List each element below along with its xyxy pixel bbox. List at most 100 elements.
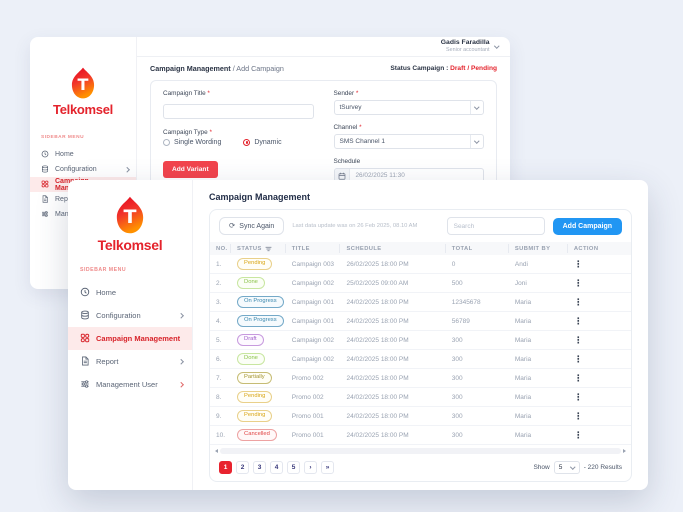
cell-schedule: 24/02/2025 18:00 PM <box>346 431 409 439</box>
last-page-button[interactable]: » <box>321 461 334 474</box>
cell-status: Done <box>231 277 286 289</box>
schedule-label: Schedule <box>333 158 361 165</box>
kebab-menu-icon[interactable]: ⋮ <box>573 354 583 364</box>
kebab-menu-icon[interactable]: ⋮ <box>573 316 583 326</box>
form-right-column: Sender * tSurvey Channel * SMS Channel 1… <box>333 90 484 183</box>
cell-total: 300 <box>451 431 463 439</box>
sidebar-item-configuration[interactable]: Configuration <box>68 304 192 327</box>
grid-icon <box>41 180 49 190</box>
scroll-right-arrow-icon[interactable] <box>623 449 626 453</box>
sidebar-item-configuration[interactable]: Configuration <box>30 162 136 177</box>
page-button-2[interactable]: 2 <box>236 461 249 474</box>
user-role: Senior accountant <box>446 47 490 54</box>
table-row: 10. Cancelled Promo 001 24/02/2025 18:00 PM… <box>210 426 631 445</box>
page-button-4[interactable]: 4 <box>270 461 283 474</box>
kebab-menu-icon[interactable]: ⋮ <box>573 430 583 440</box>
results-count: - 220 Results <box>583 464 622 471</box>
status-badge: Pending <box>237 410 273 422</box>
sync-again-label: Sync Again <box>239 222 275 230</box>
kebab-menu-icon[interactable]: ⋮ <box>573 411 583 421</box>
status-campaign-value: Draft / Pending <box>450 65 497 72</box>
table-row: 5. Draft Campaign 002 24/02/2025 18:00 PM 30… <box>210 331 631 350</box>
radio-checked-icon <box>243 139 251 146</box>
sidebar-item-home[interactable]: Home <box>30 147 136 162</box>
cell-action: ⋮ <box>568 431 631 440</box>
top-bar: Gadis Faradilla Senior accountant <box>137 37 510 57</box>
cell-schedule: 24/02/2025 18:00 PM <box>346 374 409 382</box>
scroll-left-arrow-icon[interactable] <box>215 449 218 453</box>
horizontal-scrollbar[interactable] <box>215 448 626 454</box>
page-button-5[interactable]: 5 <box>287 461 300 474</box>
page-button-1[interactable]: 1 <box>219 461 232 474</box>
kebab-menu-icon[interactable]: ⋮ <box>573 335 583 345</box>
table-row: 3. On Progress Campaign 001 24/02/2025 18:0… <box>210 293 631 312</box>
cell-action: ⋮ <box>568 393 631 402</box>
front-sidebar-nav: Home Configuration Campaign Management R… <box>68 281 192 396</box>
radio-icon <box>163 139 170 146</box>
cell-total: 300 <box>451 355 463 363</box>
kebab-menu-icon[interactable]: ⋮ <box>573 297 583 307</box>
page-size-select[interactable]: 5 <box>553 461 580 474</box>
kebab-menu-icon[interactable]: ⋮ <box>573 392 583 402</box>
report-icon <box>41 194 49 205</box>
sidebar-item-home[interactable]: Home <box>68 281 192 304</box>
add-variant-button[interactable]: Add Variant <box>163 161 218 178</box>
sidebar-item-report[interactable]: Report <box>68 350 192 373</box>
user-menu[interactable]: Gadis Faradilla Senior accountant <box>441 39 499 54</box>
cell-action: ⋮ <box>568 374 631 383</box>
column-header-no: NO. <box>210 244 232 253</box>
cell-action: ⋮ <box>568 317 631 326</box>
cell-schedule: 24/02/2025 18:00 PM <box>346 336 409 344</box>
cell-schedule: 24/02/2025 18:00 PM <box>346 298 409 306</box>
sidebar-item-management-user[interactable]: Management User <box>68 373 192 396</box>
chevron-right-icon <box>177 382 183 387</box>
column-header-schedule: SCHEDULE <box>340 244 446 253</box>
sender-select[interactable]: tSurvey <box>333 100 484 115</box>
campaign-title-label: Campaign Title * <box>163 90 210 97</box>
cell-no: 1. <box>216 260 222 268</box>
cell-no: 10. <box>216 431 226 439</box>
clock-icon <box>41 150 49 160</box>
chevron-right-icon <box>177 313 183 318</box>
grid-icon <box>80 333 90 345</box>
kebab-menu-icon[interactable]: ⋮ <box>573 278 583 288</box>
schedule-value: 26/02/2025 11:30 <box>355 172 405 179</box>
sidebar-item-report[interactable]: Report <box>30 192 136 207</box>
table-row: 2. Done Campaign 002 25/02/2025 09:00 AM 500… <box>210 274 631 293</box>
radio-single-wording[interactable]: Single Wording <box>163 139 221 146</box>
cell-title: Campaign 001 <box>291 317 335 325</box>
status-badge: Draft <box>237 334 264 346</box>
cell-status: On Progress <box>231 315 286 327</box>
sliders-icon <box>41 210 49 220</box>
next-page-button[interactable]: › <box>304 461 317 474</box>
status-badge: Done <box>237 277 265 289</box>
breadcrumb-section[interactable]: Campaign Management <box>150 64 231 73</box>
campaign-title-input[interactable] <box>163 104 314 119</box>
clock-icon <box>80 287 90 299</box>
search-input[interactable] <box>446 217 545 235</box>
page-title: Campaign Management <box>209 192 311 202</box>
cell-title: Promo 002 <box>291 374 324 382</box>
filter-icon[interactable] <box>265 246 272 252</box>
add-campaign-button[interactable]: Add Campaign <box>552 217 622 235</box>
back-window-content: Gadis Faradilla Senior accountant Campai… <box>137 37 510 289</box>
kebab-menu-icon[interactable]: ⋮ <box>573 259 583 269</box>
sidebar-item-campaign-management[interactable]: Campaign Management <box>68 327 192 350</box>
cell-status: On Progress <box>231 296 286 308</box>
table-card: ⟳ Sync Again Last data update was on 26 … <box>209 209 632 482</box>
sync-again-button[interactable]: ⟳ Sync Again <box>219 217 285 235</box>
channel-select[interactable]: SMS Channel 1 <box>333 134 484 149</box>
page-button-3[interactable]: 3 <box>253 461 266 474</box>
radio-dynamic[interactable]: Dynamic <box>243 139 282 146</box>
campaign-type-options: Single Wording Dynamic <box>163 139 314 146</box>
table-row: 9. Pending Promo 001 24/02/2025 18:00 PM 300… <box>210 407 631 426</box>
scrollbar-track[interactable] <box>220 448 621 454</box>
table-row: 1. Pending Campaign 003 26/02/2025 18:00 PM… <box>210 255 631 274</box>
cell-no: 6. <box>216 355 222 363</box>
cell-no: 3. <box>216 298 222 306</box>
sender-value: tSurvey <box>339 104 362 111</box>
table-row: 8. Pending Promo 002 24/02/2025 18:00 PM 300… <box>210 388 631 407</box>
kebab-menu-icon[interactable]: ⋮ <box>573 373 583 383</box>
chevron-down-icon <box>570 464 576 469</box>
